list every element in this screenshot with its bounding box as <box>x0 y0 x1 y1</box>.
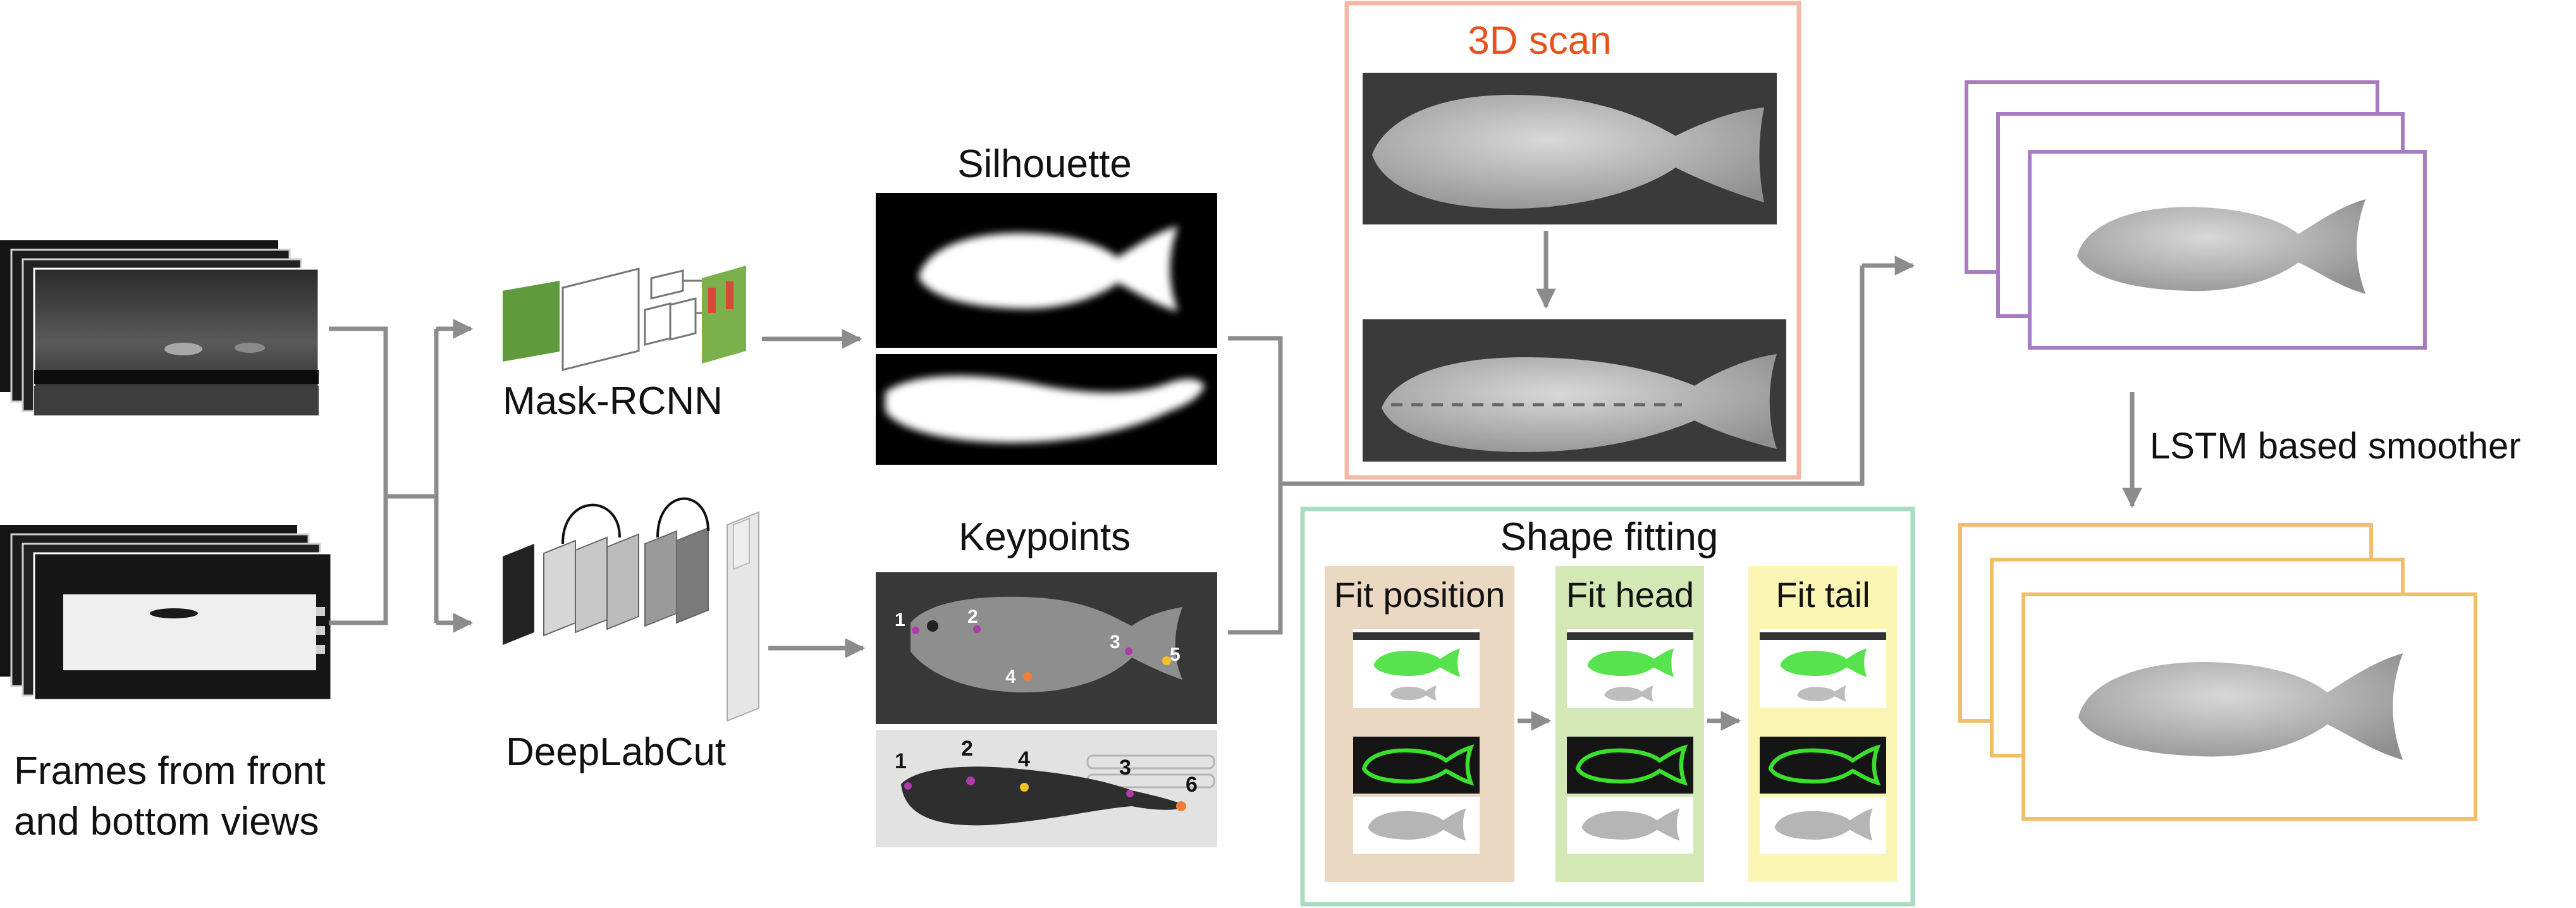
lstm-label: LSTM based smoother <box>2150 426 2521 467</box>
keypoint-bottom-3: 3 <box>1119 756 1131 780</box>
keypoint-side-4: 4 <box>1005 666 1016 687</box>
silhouette-bottom-image <box>876 354 1217 465</box>
front-view-frames <box>0 240 320 417</box>
keypoint-bottom-4: 4 <box>1018 747 1030 771</box>
shape-fitting-title: Shape fitting <box>1500 515 1719 559</box>
smoothed-output-stack <box>1958 523 2477 821</box>
deeplabcut-label: DeepLabCut <box>506 730 726 774</box>
merge-connectors <box>1228 255 1915 635</box>
fit-position-label: Fit position <box>1334 575 1506 615</box>
keypoint-side-2: 2 <box>967 606 978 627</box>
frames-caption-line2: and bottom views <box>14 800 319 844</box>
keypoint-bottom-6: 6 <box>1186 773 1198 797</box>
raw-output-stack <box>1965 80 2427 350</box>
keypoints-title: Keypoints <box>959 515 1131 559</box>
scan-3d-title: 3D scan <box>1468 19 1611 63</box>
mask-rcnn-label: Mask-RCNN <box>503 379 723 423</box>
fit-tail-column: Fit tail <box>1748 566 1897 882</box>
keypoint-bottom-1: 1 <box>895 749 907 773</box>
fit-head-column: Fit head <box>1555 566 1704 882</box>
keypoints-side-image: 1 2 3 4 5 <box>876 572 1217 724</box>
mask-rcnn-diagram <box>503 266 746 371</box>
keypoints-bottom-image: 1 2 4 3 6 <box>876 730 1217 847</box>
shape-fitting-panel: Shape fitting Fit position Fit head <box>1300 506 1915 907</box>
silhouette-side-image <box>876 193 1217 348</box>
scan-3d-panel: 3D scan <box>1344 1 1801 480</box>
keypoint-side-3: 3 <box>1110 632 1120 653</box>
frames-connectors <box>329 319 474 633</box>
keypoint-side-1: 1 <box>895 610 905 630</box>
bottom-view-frames <box>0 525 333 701</box>
deeplabcut-diagram <box>503 497 759 722</box>
silhouette-title: Silhouette <box>957 142 1132 186</box>
fit-position-column: Fit position <box>1325 566 1514 882</box>
fit-tail-label: Fit tail <box>1776 575 1870 615</box>
keypoint-bottom-2: 2 <box>961 737 973 761</box>
fit-head-label: Fit head <box>1566 575 1694 615</box>
frames-caption-line1: Frames from front <box>14 749 326 793</box>
keypoint-side-5: 5 <box>1170 644 1181 665</box>
